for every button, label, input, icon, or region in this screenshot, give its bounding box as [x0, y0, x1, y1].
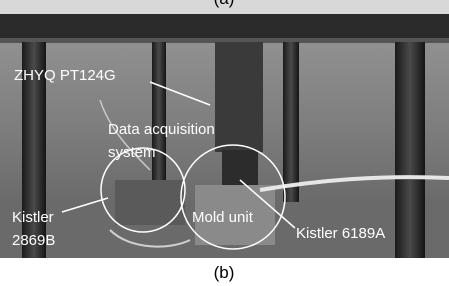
kistler-label: Kistler 6189A	[296, 225, 385, 242]
sensor-label: ZHYQ PT124G	[14, 67, 116, 84]
mold-label: Mold unit	[192, 209, 254, 226]
caption-top: (a)	[214, 0, 235, 8]
kistler-label: 2869B	[12, 232, 55, 249]
daq-label: system	[108, 144, 156, 161]
caption: (b)	[214, 263, 235, 282]
screenshot: (a) ZHYQ PT124G Data acquisition system …	[0, 0, 449, 286]
daq-label: Data acquisition	[108, 121, 215, 138]
kistler-label: Kistler	[12, 209, 54, 226]
